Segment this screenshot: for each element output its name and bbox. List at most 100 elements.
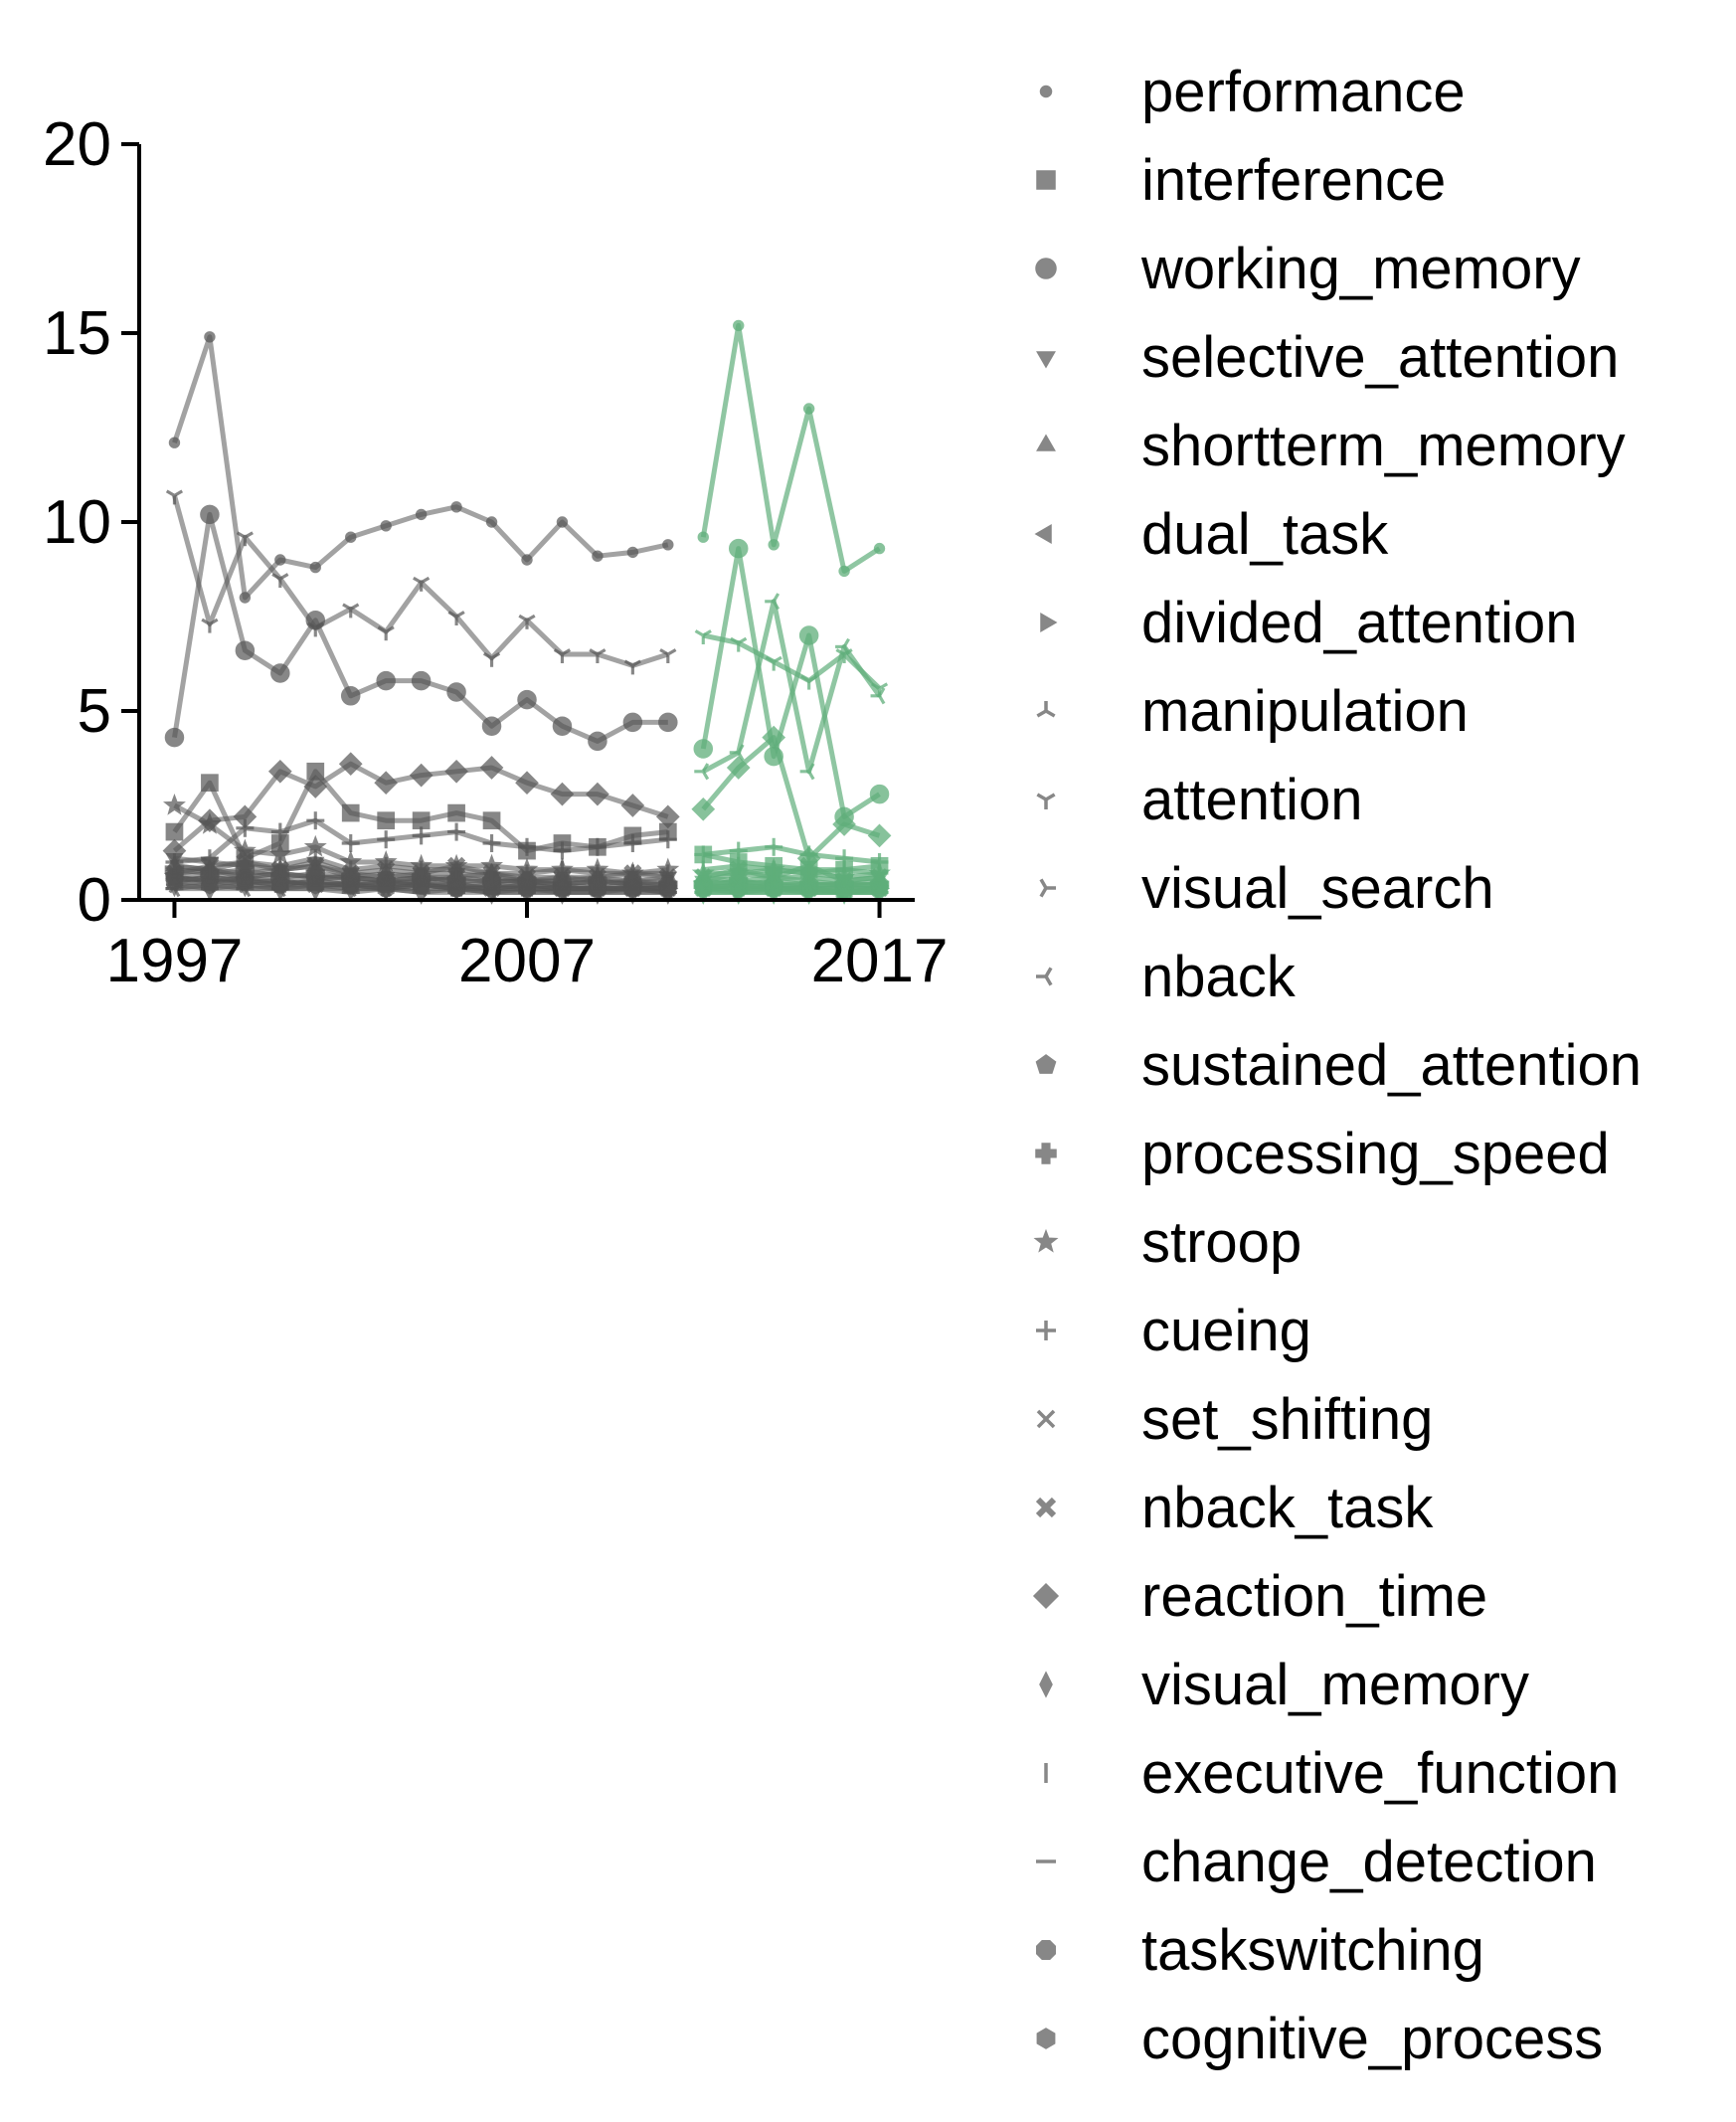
legend-item-nback_task: nback_task [1035, 1476, 1434, 1540]
data-point-stroop [162, 793, 186, 815]
data-point-attention [800, 674, 818, 690]
data-point-nback [870, 687, 886, 705]
data-point-performance [309, 561, 321, 574]
legend-item-sustained_attention: sustained_attention [1035, 1033, 1642, 1098]
data-point-working_memory [481, 716, 502, 736]
data-point-working_memory [693, 739, 714, 759]
legend-label-processing_speed: processing_speed [1141, 1122, 1610, 1186]
data-point-cueing [588, 837, 607, 856]
data-point-cueing [447, 822, 466, 841]
data-point-cognitive_process [201, 874, 219, 895]
legend-marker-dual_task [1034, 524, 1052, 544]
data-point-attention [165, 489, 184, 505]
data-point-reaction_time [479, 756, 504, 780]
data-point-performance [239, 592, 252, 604]
legend-label-interference: interference [1141, 148, 1446, 213]
legend-label-nback_task: nback_task [1141, 1476, 1434, 1540]
data-point-cognitive_process [377, 878, 395, 899]
legend-marker-shortterm_memory [1036, 434, 1056, 451]
legend-label-dual_task: dual_task [1141, 502, 1389, 567]
data-point-performance [838, 565, 850, 578]
data-point-cognitive_process [483, 878, 501, 899]
legend-label-executive_function: executive_function [1141, 1741, 1619, 1806]
data-point-working_memory [376, 670, 396, 691]
series-line-highlight-attention [702, 632, 882, 690]
legend-label-stroop: stroop [1141, 1210, 1302, 1275]
data-point-working_memory [622, 712, 643, 733]
data-point-cognitive_process [694, 878, 712, 899]
legend-marker-nback [1036, 967, 1053, 986]
legend-item-cueing: cueing [1036, 1299, 1311, 1363]
data-point-attention [342, 603, 360, 619]
data-point-working_memory [798, 625, 819, 645]
data-point-cueing [694, 845, 713, 864]
data-point-cognitive_process [730, 878, 748, 899]
data-point-cueing [729, 841, 748, 860]
data-point-cognitive_process [589, 878, 607, 899]
data-point-performance [626, 546, 639, 559]
data-point-nback [799, 763, 815, 781]
data-point-cognitive_process [271, 874, 289, 895]
legend-label-change_detection: change_detection [1141, 1830, 1597, 1894]
series-line-attention [172, 494, 669, 668]
data-point-performance [768, 539, 780, 551]
x-tick-label: 1997 [105, 927, 243, 995]
legend-marker-cognitive_process [1036, 2028, 1056, 2049]
data-point-cognitive_process [659, 878, 677, 899]
x-tick-label: 2007 [458, 927, 596, 995]
legend-label-working_memory: working_memory [1140, 237, 1581, 301]
data-point-cueing [553, 841, 572, 860]
data-point-cueing [412, 826, 431, 845]
data-point-working_memory [764, 746, 783, 767]
data-point-cognitive_process [553, 878, 571, 899]
data-point-cognitive_process [236, 871, 254, 891]
legend-marker-taskswitching [1036, 1940, 1056, 1960]
data-point-performance [168, 437, 181, 448]
data-point-attention [659, 648, 677, 663]
data-point-performance [274, 554, 286, 566]
data-point-performance [662, 539, 674, 551]
legend-marker-sustained_attention [1035, 1054, 1057, 1074]
legend-label-set_shifting: set_shifting [1141, 1387, 1433, 1452]
data-point-performance [485, 516, 498, 528]
data-point-working_memory [728, 538, 749, 559]
legend-item-change_detection: change_detection [1036, 1830, 1597, 1894]
legend-item-selective_attention: selective_attention [1036, 325, 1619, 390]
data-point-attention [413, 576, 431, 592]
data-point-working_memory [200, 504, 220, 525]
legend-item-cognitive_process: cognitive_process [1036, 2007, 1603, 2071]
data-point-cueing [306, 811, 325, 830]
data-point-reaction_time [867, 823, 892, 848]
data-point-attention [553, 648, 572, 663]
legend-label-visual_search: visual_search [1141, 856, 1494, 921]
data-point-working_memory [552, 716, 573, 736]
data-point-interference [377, 811, 396, 830]
data-point-interference [482, 811, 501, 830]
legend-label-attention: attention [1141, 768, 1363, 832]
legend-item-set_shifting: set_shifting [1036, 1387, 1433, 1452]
y-tick-label: 15 [43, 299, 111, 368]
x-tick-label: 2017 [811, 927, 949, 995]
data-point-working_memory [869, 784, 890, 804]
data-point-cueing [623, 834, 642, 852]
y-tick-label: 10 [43, 488, 111, 557]
legend-marker-divided_attention [1040, 613, 1058, 632]
data-point-performance [873, 542, 886, 555]
legend-item-attention: attention [1036, 768, 1363, 832]
data-point-reaction_time [762, 725, 786, 750]
data-point-reaction_time [338, 752, 363, 777]
data-point-cueing [482, 834, 501, 852]
legend-item-nback: nback [1036, 945, 1297, 1009]
data-point-performance [802, 403, 815, 415]
legend-item-executive_function: executive_function [1044, 1741, 1619, 1806]
data-point-working_memory [446, 682, 466, 702]
legend-marker-processing_speed [1035, 1143, 1057, 1164]
data-point-working_memory [411, 670, 432, 691]
legend-marker-visual_search [1039, 878, 1056, 898]
data-point-attention [236, 531, 254, 547]
data-point-reaction_time [726, 756, 751, 780]
data-point-reaction_time [198, 808, 222, 833]
data-point-reaction_time [303, 775, 328, 798]
data-point-attention [377, 625, 395, 641]
